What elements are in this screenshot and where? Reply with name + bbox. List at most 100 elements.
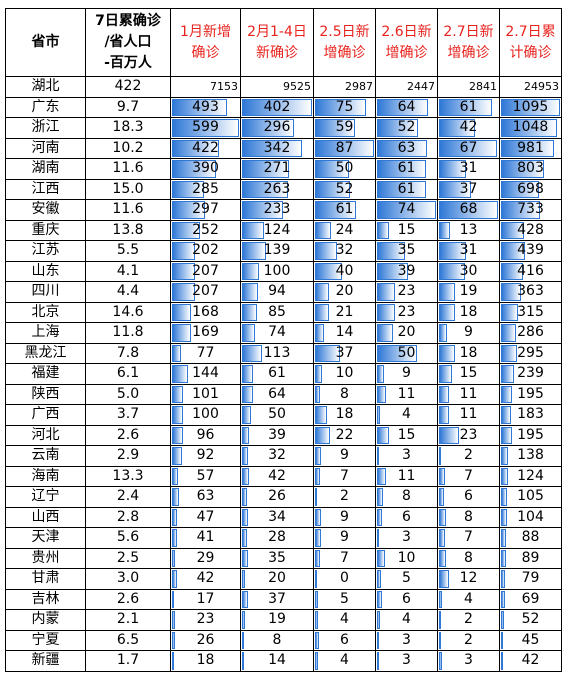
- header-cell: 2.6日新 增确诊: [375, 8, 438, 77]
- data-bar: [377, 365, 385, 383]
- data-bar: [315, 652, 318, 670]
- cell-text: 7: [340, 467, 349, 484]
- data-bar: [315, 488, 317, 506]
- table-row: 山东 4.1 207 100 40 39 30 416: [5, 260, 562, 282]
- cell-text: 5.5: [116, 242, 140, 259]
- value-cell: 94: [240, 281, 314, 303]
- cell-text: 10: [397, 549, 416, 566]
- cell-text: 89: [521, 549, 540, 566]
- value-cell: 47: [170, 506, 241, 528]
- value-cell: 64: [375, 96, 438, 118]
- data-bar: [439, 611, 441, 629]
- value-cell: 23: [170, 609, 241, 631]
- province-cell: 山东: [5, 260, 86, 282]
- value-cell: 20: [313, 281, 376, 303]
- cell-text: 四川: [31, 283, 60, 300]
- province-cell: 山西: [5, 506, 86, 528]
- cell-text: 7.8: [116, 344, 140, 361]
- value-cell: 6: [313, 629, 376, 651]
- cell-text: 105: [517, 488, 544, 505]
- data-bar: [439, 180, 472, 198]
- value-cell: 52: [313, 178, 376, 200]
- value-cell: 87: [313, 137, 376, 159]
- cell-text: 207: [192, 283, 219, 300]
- cell-text: 上海: [31, 324, 60, 341]
- data-bar: [242, 221, 264, 239]
- value-cell: 2.6: [85, 588, 171, 610]
- value-cell: 297: [170, 199, 241, 221]
- value-cell: 3: [375, 527, 438, 549]
- cell-text: 天津: [31, 529, 60, 546]
- table-row: 黑龙江 7.8 77 113 37 50 18 295: [5, 342, 562, 364]
- value-cell: 1048: [499, 117, 562, 139]
- value-cell: 0: [313, 568, 376, 590]
- cell-text: 6: [402, 508, 411, 525]
- value-cell: 52: [499, 609, 562, 631]
- value-cell: 30: [437, 260, 500, 282]
- value-cell: 19: [437, 281, 500, 303]
- value-cell: 113: [240, 342, 314, 364]
- cell-text: 8: [340, 385, 349, 402]
- cell-text: 39: [397, 262, 416, 279]
- province-cell: 宁夏: [5, 629, 86, 651]
- data-bar: [439, 242, 466, 260]
- data-bar: [377, 344, 417, 362]
- cell-text: 50: [335, 160, 354, 177]
- data-bar: [315, 139, 374, 157]
- cell-text: 295: [517, 344, 544, 361]
- cell-text: 9525: [283, 80, 311, 94]
- value-cell: 11.8: [85, 322, 171, 344]
- cell-text: 39: [268, 426, 286, 443]
- cell-text: 1095: [512, 98, 549, 115]
- value-cell: 803: [499, 158, 562, 180]
- cell-text: 20: [335, 283, 354, 300]
- cell-text: 61: [335, 201, 354, 218]
- cell-text: 福建: [31, 365, 60, 382]
- cell-text: 363: [517, 283, 544, 300]
- data-bar: [501, 488, 507, 506]
- value-cell: 79: [499, 568, 562, 590]
- cell-text: 233: [263, 201, 291, 218]
- cell-text: 104: [517, 508, 544, 525]
- cell-text: 10.2: [112, 139, 144, 156]
- cell-text: 195: [517, 385, 544, 402]
- cell-text: 9.7: [116, 98, 140, 115]
- data-bar: [377, 303, 396, 321]
- data-bar: [172, 119, 239, 137]
- data-table: 省市 7日累确诊 /省人口 -百万人 1月新增 确诊 2月1-4日 新确诊 2.5日新 …: [5, 8, 562, 672]
- data-bar: [439, 467, 446, 485]
- cell-text: 重庆: [31, 221, 60, 238]
- value-cell: 14.6: [85, 301, 171, 323]
- data-bar: [315, 549, 320, 567]
- value-cell: 101: [170, 383, 241, 405]
- data-bar: [501, 467, 508, 485]
- cell-text: 68: [459, 201, 478, 218]
- value-cell: 92: [170, 445, 241, 467]
- cell-text: 52: [335, 180, 354, 197]
- value-cell: 42: [240, 465, 314, 487]
- table-row: 天津 5.6 41 28 9 3 7 88: [5, 527, 562, 549]
- value-cell: 15: [375, 219, 438, 241]
- table-row: 湖南 11.6 390 271 50 61 31 803: [5, 158, 562, 180]
- value-cell: 9.7: [85, 96, 171, 118]
- cell-text: 50: [397, 344, 416, 361]
- value-cell: 42: [499, 650, 562, 672]
- cell-text: 13: [459, 221, 478, 238]
- value-cell: 104: [499, 506, 562, 528]
- cell-text: 2987: [345, 80, 373, 94]
- data-bar: [242, 160, 290, 178]
- cell-text: 315: [517, 303, 544, 320]
- cell-text: 2.6: [116, 590, 140, 607]
- data-bar: [172, 406, 184, 424]
- value-cell: 40: [313, 260, 376, 282]
- cell-text: 广西: [31, 406, 60, 423]
- value-cell: 61: [437, 96, 500, 118]
- value-cell: 2.6: [85, 424, 171, 446]
- cell-text: 342: [263, 139, 291, 156]
- cell-text: 3: [402, 652, 411, 669]
- value-cell: 10: [375, 547, 438, 569]
- value-cell: 24953: [499, 76, 562, 98]
- cell-text: 山西: [31, 508, 60, 525]
- cell-text: 40: [335, 262, 354, 279]
- data-bar: [315, 590, 319, 608]
